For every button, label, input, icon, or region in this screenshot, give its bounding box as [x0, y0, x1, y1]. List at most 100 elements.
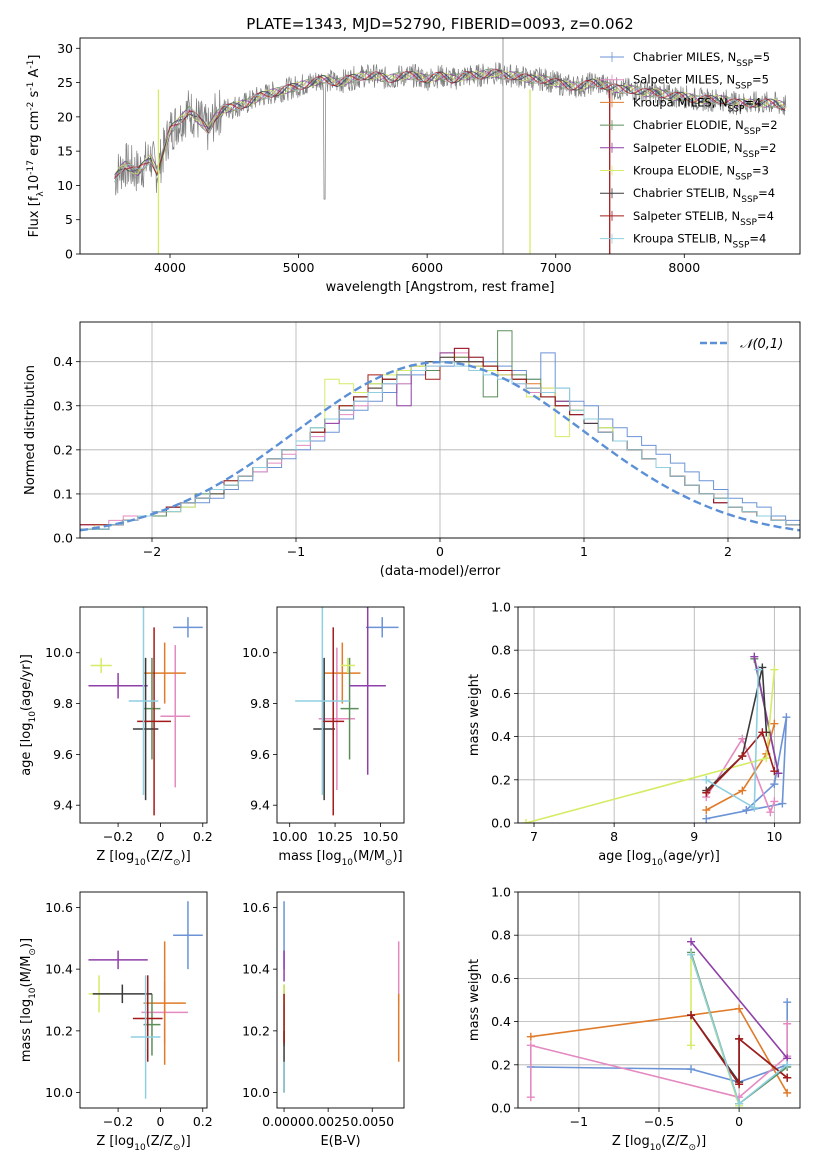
model-spectrum-line [114, 67, 786, 182]
y-tick-label: 10.2 [242, 1023, 270, 1038]
series-line [705, 669, 760, 810]
data-point [92, 984, 152, 1004]
series-marker [770, 797, 779, 806]
series-marker [702, 775, 711, 784]
y-tick-label: 0.6 [491, 971, 511, 986]
x-tick-label: −2 [143, 544, 161, 559]
model-spectrum-line [114, 69, 786, 183]
y-tick-label: 0.2 [491, 772, 511, 787]
legend-label: Kroupa STELIB, NSSP=4 [633, 232, 766, 251]
chart-title: PLATE=1343, MJD=52790, FIBERID=0093, z=0… [246, 15, 633, 33]
x-tick-label: 4000 [154, 260, 186, 275]
series-marker [770, 780, 779, 789]
spectrum-chart: 4000 5000 6000 7000 8000 0 5 10 15 20 25 30 waveleng… [26, 15, 801, 295]
series-marker [735, 1034, 744, 1043]
series-marker [770, 665, 779, 674]
x-tick-label: 0.0000 [262, 1114, 306, 1129]
series-line [690, 1014, 788, 1087]
series-line [705, 730, 776, 794]
series-marker [783, 998, 792, 1007]
series-marker [783, 1073, 792, 1082]
axes-frame [517, 891, 801, 1109]
x-tick-label: 0.2 [193, 829, 213, 844]
x-tick-label: 8000 [668, 260, 700, 275]
x-tick-label: 8 [610, 829, 618, 844]
spectrum-plot-area [114, 38, 787, 254]
y-axis-label: mass weight [467, 959, 482, 1041]
y-tick-label: 1.0 [491, 600, 511, 615]
axes-frame [79, 321, 801, 539]
data-point [132, 975, 163, 1062]
series-marker [702, 806, 711, 815]
series-marker [770, 719, 779, 728]
y-tick-label: 9.4 [53, 798, 73, 813]
scatter-plot-area [283, 901, 400, 1093]
series-marker [782, 713, 791, 722]
x-axis-label: Z [log10(Z/Z⊙)] [612, 1134, 706, 1153]
series-marker [774, 769, 783, 778]
series-marker [702, 814, 711, 823]
x-axis-label: age [log10(age/yr)] [598, 849, 720, 868]
series-marker [702, 788, 711, 797]
line-plot-area [526, 937, 792, 1108]
series-marker [738, 786, 747, 795]
data-point [137, 627, 172, 816]
x-tick-label: 0 [156, 1114, 164, 1129]
x-tick-label: 2 [724, 544, 732, 559]
x-axis-label: wavelength [Angstrom, rest frame] [326, 280, 555, 295]
series-marker [783, 1019, 792, 1028]
data-point [160, 645, 191, 788]
y-tick-label: 9.4 [250, 798, 270, 813]
x-axis-label: mass [log10(M/M⊙)] [278, 849, 402, 868]
y-tick-label: 10.0 [242, 645, 270, 660]
age-vs-mass-chart: 10.00 10.25 10.50 9.4 9.6 9.8 10.0 mass [log10(… [242, 606, 405, 868]
series-marker [750, 652, 759, 661]
data-point [340, 657, 356, 674]
x-tick-label: 0 [156, 829, 164, 844]
observed-spectrum-line [114, 62, 787, 200]
legend-label: Kroupa MILES, NSSP=4 [633, 95, 761, 114]
model-spectrum-line [114, 70, 786, 177]
series-marker [735, 1004, 744, 1013]
series-marker [687, 1065, 696, 1074]
series-marker [526, 1041, 535, 1050]
series-marker [738, 752, 747, 761]
data-point [324, 642, 361, 704]
y-tick-label: 0.6 [491, 686, 511, 701]
y-tick-label: 9.8 [250, 696, 270, 711]
legend-label: Kroupa ELODIE, NSSP=3 [633, 164, 769, 183]
y-tick-label: 20 [57, 109, 73, 124]
series-line [690, 941, 788, 1059]
y-axis-label: age [log10(age/yr)] [19, 654, 38, 776]
y-tick-label: 10.0 [242, 1085, 270, 1100]
y-tick-label: 0.2 [53, 442, 73, 457]
x-tick-label: −0.2 [103, 1114, 133, 1129]
residuals-chart: −2 −1 0 1 2 0.0 0.1 0.2 0.3 0.4 (data-model)/error… [23, 321, 801, 579]
data-point [322, 627, 345, 816]
legend-label: Chabrier ELODIE, NSSP=2 [633, 118, 778, 137]
y-tick-label: 10.2 [45, 1023, 73, 1038]
series-marker [770, 767, 779, 776]
y-tick-label: 0.4 [53, 354, 73, 369]
series-marker [783, 1060, 792, 1069]
x-tick-label: −1 [570, 1114, 588, 1129]
x-tick-label: 0 [735, 1114, 743, 1129]
data-point [295, 607, 350, 796]
y-tick-label: 10.0 [45, 1085, 73, 1100]
y-axis-label: Flux [fλ10-17 erg cm-2 s-1 A-1] [26, 55, 46, 238]
x-tick-label: 0 [436, 544, 444, 559]
x-tick-label: −0.5 [644, 1114, 674, 1129]
axes-frame [276, 606, 405, 824]
data-point [143, 642, 186, 704]
x-tick-label: 1 [580, 544, 588, 559]
y-axis-label: Normed distribution [23, 365, 38, 495]
y-tick-label: 30 [57, 41, 73, 56]
y-tick-label: 0 [65, 247, 73, 262]
y-tick-label: 10.0 [45, 645, 73, 660]
y-axis-label: mass [log10(M/M⊙)] [19, 938, 38, 1062]
x-axis-label: Z [log10(Z/Z⊙)] [96, 849, 190, 868]
y-tick-label: 0.2 [491, 1057, 511, 1072]
series-marker [526, 1093, 535, 1102]
series-marker [738, 734, 747, 743]
